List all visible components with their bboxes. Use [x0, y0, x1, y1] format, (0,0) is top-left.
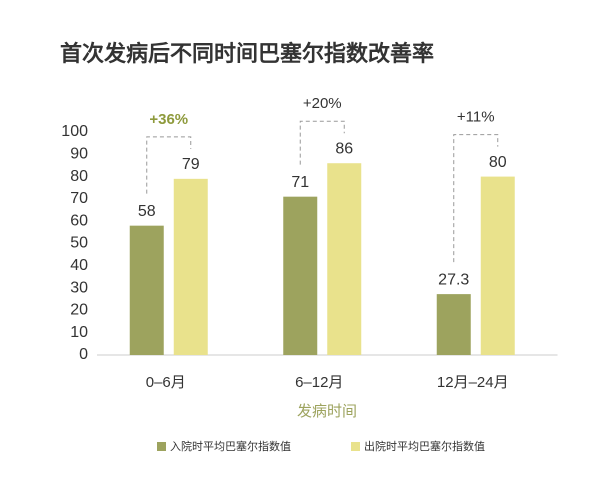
annotation: +20% — [303, 95, 342, 112]
annotation: +36% — [149, 111, 188, 128]
x-tick-label: 6–12月 — [295, 374, 343, 391]
x-tick-label: 12月–24月 — [437, 374, 509, 391]
y-tick-label: 60 — [70, 212, 88, 229]
bar — [283, 196, 318, 355]
value-label: 79 — [182, 156, 200, 173]
y-tick-label: 100 — [61, 123, 88, 140]
value-label: 71 — [291, 174, 309, 191]
legend-swatch — [351, 442, 360, 451]
value-label: 58 — [138, 203, 156, 220]
bar — [173, 178, 208, 355]
bracket — [146, 136, 192, 194]
value-label: 27.3 — [438, 271, 469, 288]
y-tick-label: 20 — [70, 302, 88, 319]
x-axis-title: 发病时间 — [297, 403, 357, 420]
legend-swatch — [157, 442, 166, 451]
y-tick-label: 40 — [70, 257, 88, 274]
chart-title: 首次发病后不同时间巴塞尔指数改善率 — [60, 41, 434, 66]
y-tick-label: 50 — [70, 235, 88, 252]
y-tick-label: 30 — [70, 279, 88, 296]
bar — [480, 176, 515, 355]
bar — [129, 225, 164, 355]
value-label: 86 — [335, 140, 353, 157]
bar — [436, 294, 471, 355]
bracket — [299, 120, 345, 165]
y-tick-label: 90 — [70, 146, 88, 163]
value-label: 80 — [489, 154, 507, 171]
y-tick-label: 10 — [70, 324, 88, 341]
y-tick-label: 80 — [70, 168, 88, 185]
bracket — [453, 134, 499, 263]
annotation: +11% — [457, 109, 495, 126]
bar — [327, 163, 362, 355]
y-tick-label: 70 — [70, 190, 88, 207]
y-tick-label: 0 — [79, 346, 88, 363]
x-tick-label: 0–6月 — [146, 374, 186, 391]
legend-label: 出院时平均巴塞尔指数值 — [364, 439, 485, 453]
legend-label: 入院时平均巴塞尔指数值 — [170, 439, 291, 453]
